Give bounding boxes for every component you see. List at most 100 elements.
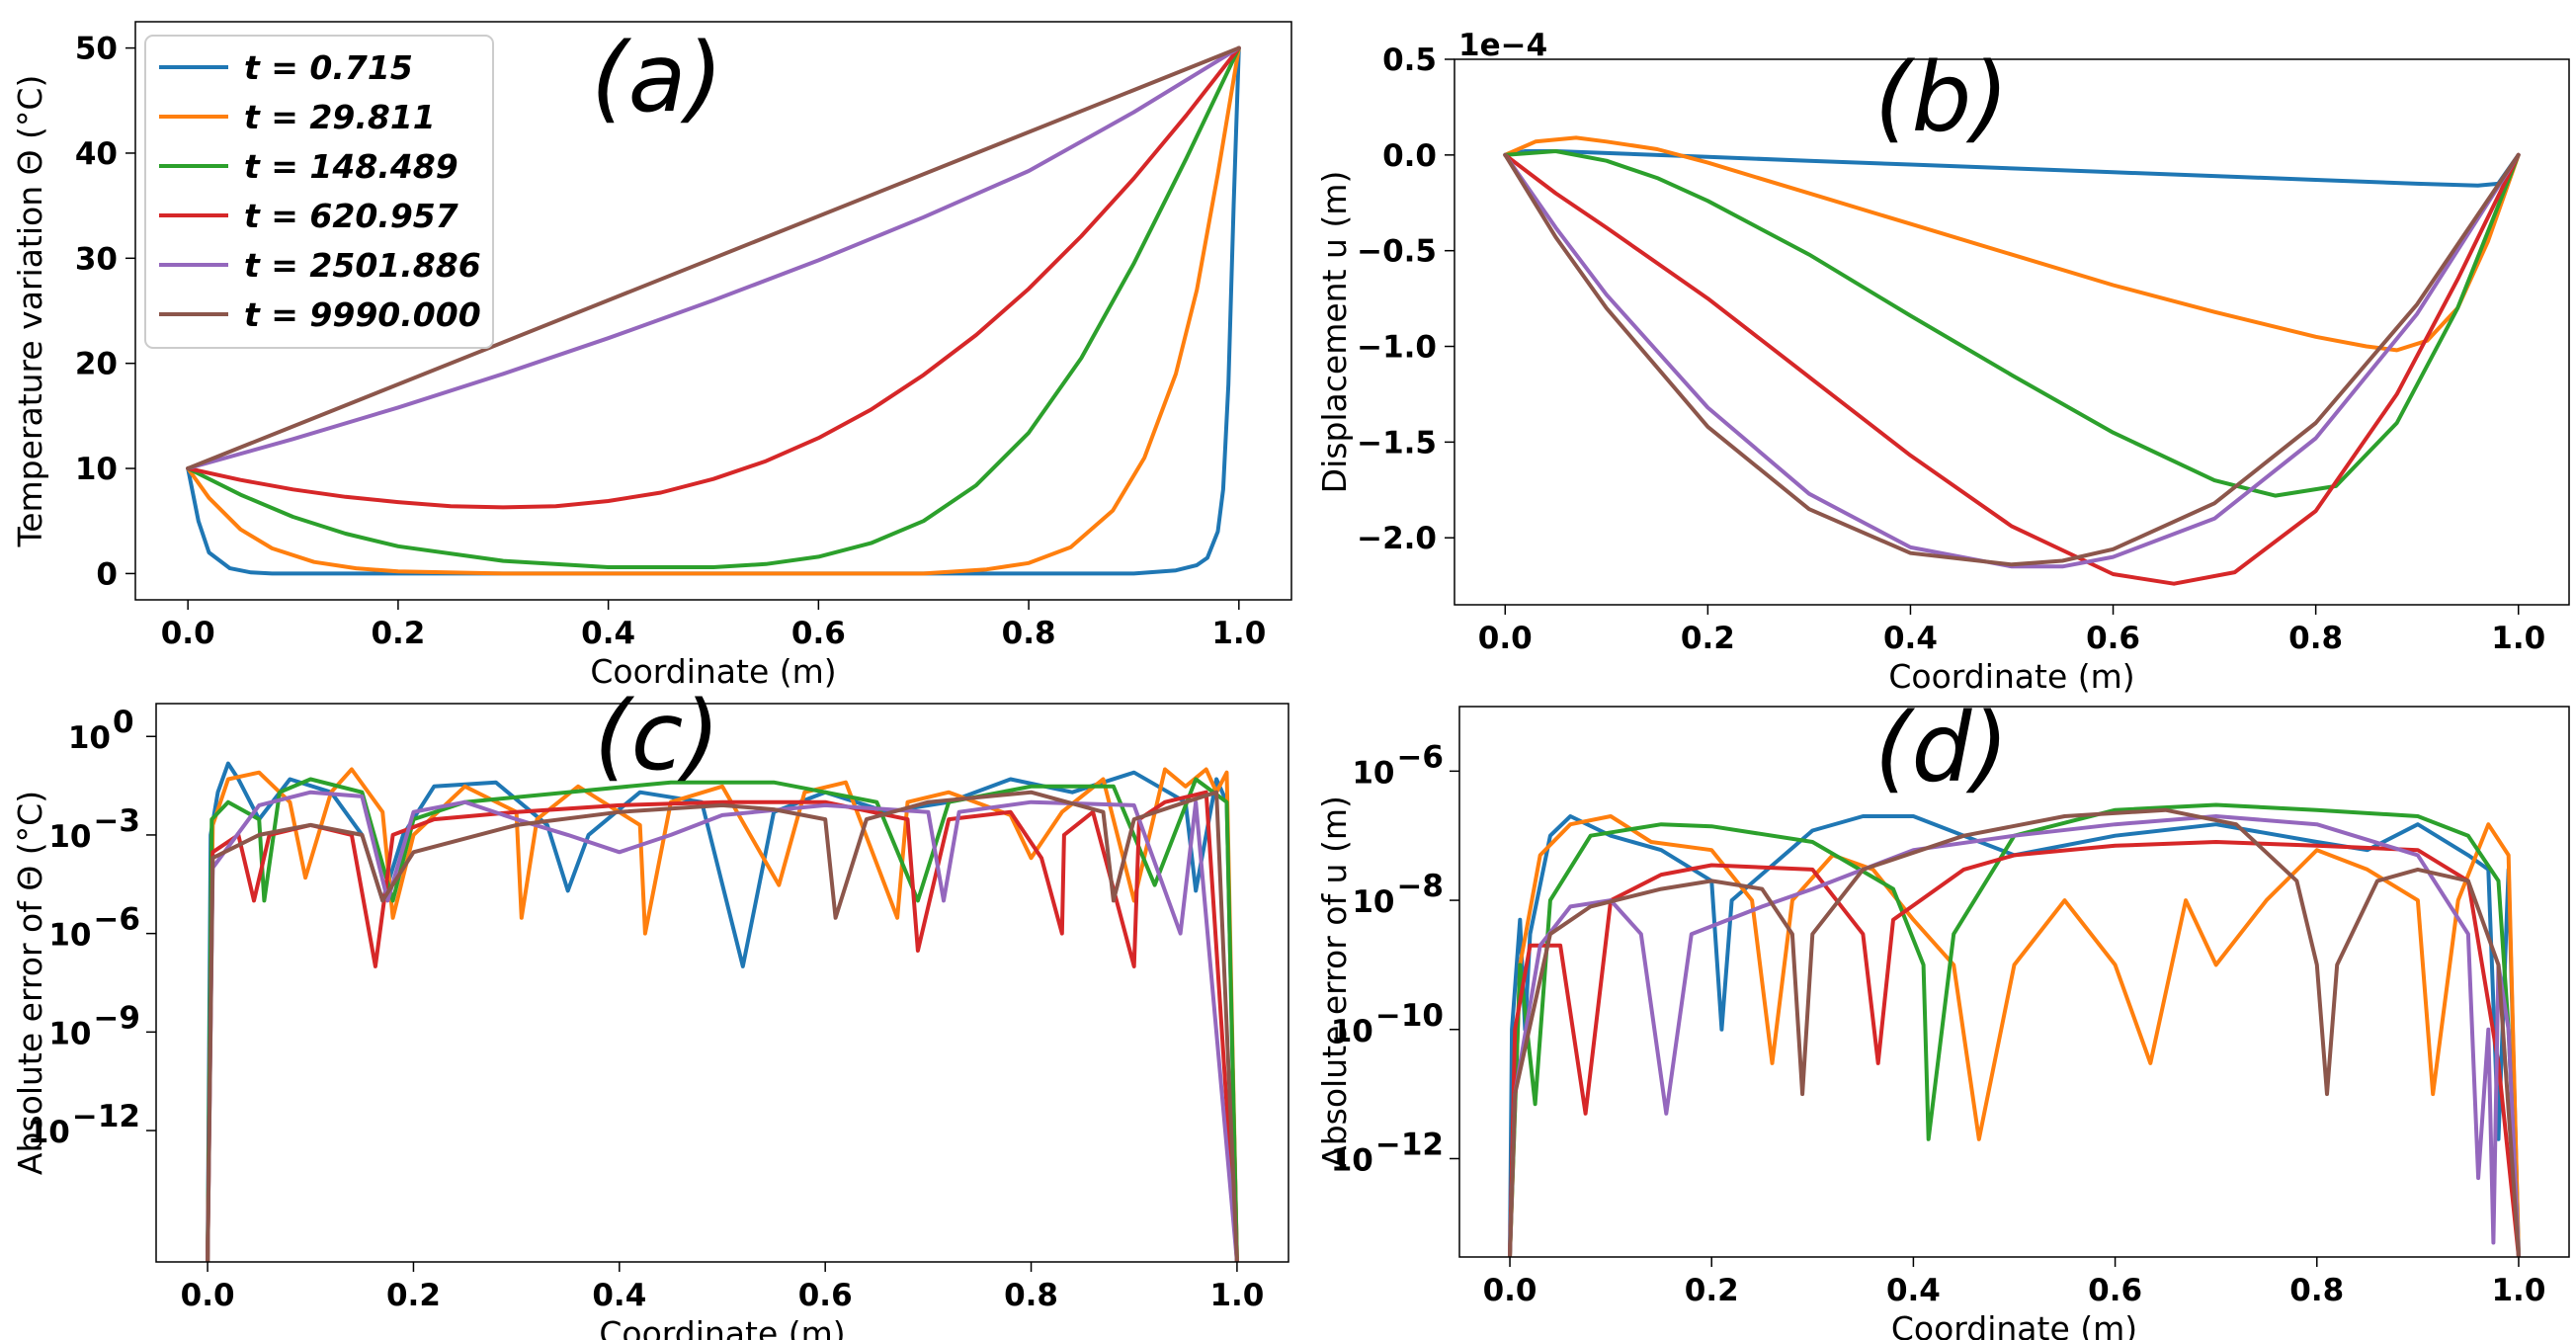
x-axis-label: Coordinate (m) bbox=[1888, 657, 2134, 696]
series-line-4 bbox=[186, 45, 1241, 510]
legend-entry-label: t = 2501.886 bbox=[244, 246, 481, 285]
y-tick-label: −1.0 bbox=[1357, 330, 1437, 366]
x-tick-label: 0.6 bbox=[2086, 621, 2140, 656]
x-tick-label: 0.6 bbox=[2088, 1273, 2142, 1308]
legend-entry-label: t = 9990.000 bbox=[244, 295, 481, 334]
series-line-3 bbox=[186, 45, 1241, 569]
x-tick-label: 0.8 bbox=[1002, 616, 1056, 651]
series-line-1 bbox=[1508, 814, 2521, 1257]
x-tick-label: 0.6 bbox=[798, 1278, 853, 1313]
series-line-4 bbox=[1503, 152, 2521, 586]
panel-label: (d) bbox=[1874, 693, 2009, 803]
y-tick-label: 0.0 bbox=[1382, 138, 1437, 174]
y-tick-exponent: −6 bbox=[1396, 739, 1444, 775]
y-tick-exponent: −12 bbox=[1375, 1127, 1444, 1162]
y-offset-label: 1e−4 bbox=[1458, 28, 1547, 63]
series-line-5 bbox=[206, 790, 1239, 1262]
series-line-3 bbox=[1503, 149, 2521, 498]
y-tick-label: −0.5 bbox=[1357, 234, 1437, 270]
series-line-6 bbox=[186, 45, 1241, 470]
panel-label: (a) bbox=[591, 23, 723, 133]
y-tick-label: 10 bbox=[1331, 1014, 1373, 1049]
y-tick-exponent: −3 bbox=[93, 803, 140, 839]
y-tick-label: 10 bbox=[1352, 884, 1394, 920]
y-axis-label: Absolute error of Θ (°C) bbox=[11, 791, 49, 1175]
y-tick-label: 0 bbox=[96, 556, 118, 592]
panel-label: (c) bbox=[594, 681, 720, 792]
series-line-2 bbox=[1508, 814, 2521, 1257]
y-tick-label: 40 bbox=[75, 136, 118, 172]
x-axis-label: Coordinate (m) bbox=[599, 1314, 845, 1340]
series-line-3 bbox=[206, 777, 1239, 1262]
y-tick-label: 10 bbox=[1352, 755, 1394, 791]
y-tick-exponent: −8 bbox=[1396, 869, 1444, 904]
x-tick-label: 0.0 bbox=[181, 1278, 235, 1313]
legend-entry-label: t = 0.715 bbox=[244, 48, 413, 87]
y-tick-exponent: −12 bbox=[72, 1099, 140, 1134]
y-tick-label: 10 bbox=[28, 1115, 70, 1150]
x-tick-label: 0.0 bbox=[1483, 1273, 1537, 1308]
y-tick-label: 0.5 bbox=[1382, 42, 1437, 78]
x-tick-label: 0.8 bbox=[2288, 621, 2343, 656]
y-axis-label: Displacement u (m) bbox=[1315, 171, 1354, 494]
y-tick-exponent: 0 bbox=[113, 705, 134, 740]
x-tick-label: 0.4 bbox=[592, 1278, 646, 1313]
x-tick-label: 0.8 bbox=[1004, 1278, 1058, 1313]
x-tick-label: 0.2 bbox=[386, 1278, 441, 1313]
x-axis-label: Coordinate (m) bbox=[1891, 1309, 2137, 1340]
x-tick-label: 0.4 bbox=[581, 616, 635, 651]
legend-entry-label: t = 620.957 bbox=[244, 197, 458, 235]
series-line-3 bbox=[1508, 802, 2521, 1257]
y-tick-label: 10 bbox=[48, 819, 91, 855]
x-tick-label: 0.4 bbox=[1883, 621, 1938, 656]
series-line-4 bbox=[1508, 840, 2521, 1257]
legend-box bbox=[144, 35, 494, 349]
x-tick-label: 0.8 bbox=[2289, 1273, 2344, 1308]
y-tick-label: 10 bbox=[48, 918, 91, 954]
y-tick-label: −2.0 bbox=[1357, 521, 1437, 556]
panel-label: (b) bbox=[1874, 42, 2009, 153]
y-tick-label: −1.5 bbox=[1357, 425, 1437, 461]
axes-frame bbox=[134, 21, 1292, 601]
y-tick-label: 10 bbox=[1331, 1142, 1373, 1178]
x-tick-label: 0.2 bbox=[371, 616, 425, 651]
y-tick-exponent: −6 bbox=[93, 902, 140, 938]
x-tick-label: 0.2 bbox=[1685, 1273, 1739, 1308]
legend-entry-label: t = 148.489 bbox=[244, 147, 458, 186]
y-tick-label: 50 bbox=[75, 32, 118, 67]
x-tick-label: 0.4 bbox=[1886, 1273, 1941, 1308]
y-tick-label: 10 bbox=[75, 452, 118, 487]
y-tick-label: 10 bbox=[48, 1016, 91, 1051]
panel-a: 0.0 0.2 0.4 0.6 0.8 1.0 0 10 20 30 40 50 Coordinate … bbox=[11, 21, 1292, 691]
panel-b: 0.0 0.2 0.4 0.6 0.8 1.0 0.5 0.0 −0.5 −1.0 −1.5 −2.0… bbox=[1315, 28, 2570, 696]
x-tick-label: 1.0 bbox=[1209, 1278, 1264, 1313]
x-tick-label: 1.0 bbox=[2491, 621, 2545, 656]
series-line-2 bbox=[1503, 135, 2521, 353]
x-tick-label: 1.0 bbox=[1211, 616, 1266, 651]
x-tick-label: 0.0 bbox=[161, 616, 215, 651]
y-axis-label: Absolute error of u (m) bbox=[1315, 796, 1354, 1168]
x-tick-label: 1.0 bbox=[2491, 1273, 2545, 1308]
series-line-6 bbox=[1503, 152, 2521, 567]
y-tick-label: 10 bbox=[68, 720, 111, 756]
series-line-1 bbox=[1503, 149, 2521, 188]
series-line-2 bbox=[186, 45, 1241, 576]
series-line-5 bbox=[1503, 152, 2521, 569]
axes-frame bbox=[1454, 58, 2570, 606]
y-tick-exponent: −9 bbox=[93, 1000, 140, 1036]
legend-entry-label: t = 29.811 bbox=[244, 98, 436, 136]
x-tick-label: 0.0 bbox=[1478, 621, 1533, 656]
x-tick-label: 0.6 bbox=[791, 616, 846, 651]
series-line-6 bbox=[206, 790, 1239, 1262]
y-tick-exponent: −10 bbox=[1375, 998, 1444, 1034]
series-line-6 bbox=[1508, 807, 2521, 1257]
y-tick-label: 20 bbox=[75, 347, 118, 382]
series-line-5 bbox=[186, 45, 1241, 470]
axes-frame bbox=[155, 703, 1289, 1263]
x-axis-label: Coordinate (m) bbox=[590, 652, 836, 691]
x-tick-label: 0.2 bbox=[1681, 621, 1735, 656]
y-axis-label: Temperature variation Θ (°C) bbox=[11, 75, 49, 548]
